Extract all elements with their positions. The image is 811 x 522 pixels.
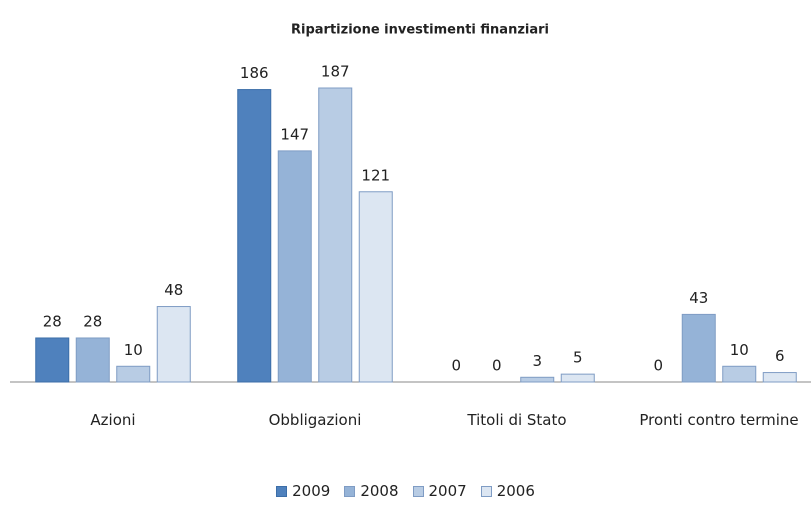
x-tick-label: Pronti contro termine xyxy=(639,411,799,429)
bar xyxy=(116,365,151,383)
bar xyxy=(35,337,70,383)
bar xyxy=(156,306,191,383)
legend-label: 2007 xyxy=(428,482,467,500)
legend-swatch xyxy=(480,485,492,497)
value-label: 28 xyxy=(83,312,102,330)
bar xyxy=(722,365,757,383)
chart-title: Ripartizione investimenti finanziari xyxy=(291,23,549,38)
bar xyxy=(681,313,716,383)
value-label: 0 xyxy=(492,357,502,375)
legend-label: 2008 xyxy=(360,482,399,500)
legend-item: 2006 xyxy=(480,482,535,500)
x-tick-label: Obbligazioni xyxy=(268,411,362,429)
value-label: 10 xyxy=(124,341,143,359)
value-label: 0 xyxy=(451,357,461,375)
legend-swatch xyxy=(412,485,424,497)
value-label: 43 xyxy=(689,289,708,307)
value-label: 0 xyxy=(653,357,663,375)
x-tick-label: Azioni xyxy=(90,411,136,429)
value-label: 147 xyxy=(280,125,309,143)
legend-label: 2006 xyxy=(496,482,535,500)
bar xyxy=(560,373,595,383)
value-label: 10 xyxy=(730,341,749,359)
value-label: 5 xyxy=(573,349,583,367)
bar xyxy=(358,191,393,383)
legend: 2009 2008 2007 2006 xyxy=(0,482,811,500)
bar xyxy=(520,376,555,383)
value-label: 28 xyxy=(43,312,62,330)
value-label: 187 xyxy=(321,63,350,81)
legend-swatch xyxy=(276,485,288,497)
bar xyxy=(318,87,353,383)
bar xyxy=(75,337,110,383)
bar xyxy=(762,372,797,383)
legend-item: 2007 xyxy=(412,482,467,500)
legend-label: 2009 xyxy=(292,482,331,500)
legend-item: 2009 xyxy=(276,482,330,500)
value-label: 3 xyxy=(532,352,542,370)
value-label: 121 xyxy=(361,166,390,184)
legend-swatch xyxy=(344,485,356,497)
value-label: 48 xyxy=(164,281,183,299)
value-label: 6 xyxy=(775,347,785,365)
legend-item: 2008 xyxy=(344,482,399,500)
bar xyxy=(237,89,272,383)
value-label: 186 xyxy=(240,64,269,82)
x-tick-label: Titoli di Stato xyxy=(467,411,567,429)
bar xyxy=(277,150,312,383)
